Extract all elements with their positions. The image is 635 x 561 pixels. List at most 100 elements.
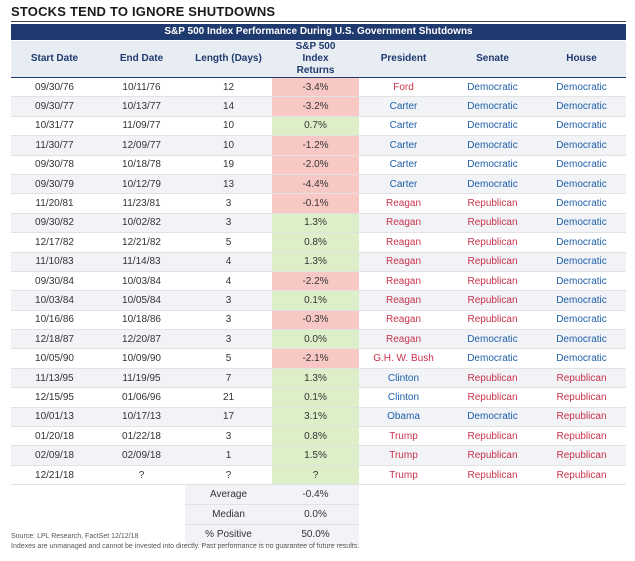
summary-blank: [11, 524, 185, 545]
cell-president: G.H. W. Bush: [359, 348, 448, 369]
table-row: 10/05/90 10/09/90 5 -2.1% G.H. W. Bush Democr…: [11, 348, 626, 369]
cell-length: 3: [185, 193, 272, 214]
cell-senate: Democratic: [448, 348, 537, 369]
cell-house: Republican: [537, 426, 626, 447]
cell-president: Clinton: [359, 387, 448, 408]
cell-president: Reagan: [359, 252, 448, 272]
cell-end-date: 11/19/95: [98, 368, 185, 389]
cell-start-date: 09/30/82: [11, 213, 98, 234]
cell-length: 3: [185, 426, 272, 447]
cell-president: Obama: [359, 407, 448, 428]
cell-senate: Democratic: [448, 135, 537, 156]
cell-end-date: 10/12/79: [98, 174, 185, 195]
cell-end-date: 11/23/81: [98, 193, 185, 214]
cell-end-date: 10/03/84: [98, 271, 185, 292]
cell-start-date: 11/13/95: [11, 368, 98, 389]
cell-start-date: 01/20/18: [11, 426, 98, 447]
summary-value: 0.0%: [272, 504, 359, 526]
header-returns-label: S&P 500 Index Returns: [295, 41, 336, 76]
shutdown-table: Start Date End Date Length (Days) S&P 50…: [11, 41, 626, 546]
summary-value: -0.4%: [272, 484, 359, 506]
summary-row: Median 0.0%: [11, 504, 626, 526]
header-start-date: Start Date: [11, 41, 98, 78]
table-row: 10/16/86 10/18/86 3 -0.3% Reagan Republican De…: [11, 310, 626, 331]
cell-end-date: 10/13/77: [98, 96, 185, 117]
cell-return: -3.2%: [272, 96, 359, 117]
cell-end-date: 10/11/76: [98, 77, 185, 98]
cell-end-date: 01/22/18: [98, 426, 185, 447]
title-rule: [11, 21, 626, 22]
table-row: 11/30/77 12/09/77 10 -1.2% Carter Democratic D…: [11, 135, 626, 156]
summary-row: Average -0.4%: [11, 484, 626, 506]
cell-start-date: 09/30/79: [11, 174, 98, 195]
table-row: 02/09/18 02/09/18 1 1.5% Trump Republican Repu…: [11, 445, 626, 466]
cell-end-date: 10/17/13: [98, 407, 185, 428]
cell-president: Reagan: [359, 232, 448, 253]
cell-president: Trump: [359, 445, 448, 466]
cell-return: 0.0%: [272, 329, 359, 350]
table-row: 01/20/18 01/22/18 3 0.8% Trump Republican Repu…: [11, 426, 626, 447]
cell-start-date: 09/30/78: [11, 155, 98, 175]
summary-blank: [359, 484, 626, 505]
cell-house: Republican: [537, 368, 626, 389]
cell-start-date: 12/18/87: [11, 329, 98, 350]
cell-house: Democratic: [537, 155, 626, 175]
cell-length: 3: [185, 213, 272, 234]
cell-senate: Democratic: [448, 96, 537, 117]
cell-return: 1.5%: [272, 445, 359, 466]
table-row: 09/30/84 10/03/84 4 -2.2% Reagan Republican De…: [11, 271, 626, 292]
cell-length: ?: [185, 465, 272, 486]
table-row: 12/18/87 12/20/87 3 0.0% Reagan Democratic Dem…: [11, 329, 626, 350]
cell-senate: Republican: [448, 193, 537, 214]
cell-house: Democratic: [537, 348, 626, 369]
table-header-row: Start Date End Date Length (Days) S&P 50…: [11, 41, 626, 78]
cell-house: Republican: [537, 465, 626, 486]
cell-length: 13: [185, 174, 272, 195]
cell-house: Democratic: [537, 271, 626, 292]
cell-president: Carter: [359, 116, 448, 137]
table-row: 12/15/95 01/06/96 21 0.1% Clinton Republican R…: [11, 387, 626, 408]
cell-senate: Republican: [448, 271, 537, 292]
header-length: Length (Days): [185, 41, 272, 78]
cell-return: -3.4%: [272, 77, 359, 98]
cell-senate: Republican: [448, 252, 537, 272]
cell-senate: Republican: [448, 445, 537, 466]
cell-length: 12: [185, 77, 272, 98]
cell-end-date: 10/05/84: [98, 290, 185, 311]
cell-president: Reagan: [359, 193, 448, 214]
cell-length: 7: [185, 368, 272, 389]
cell-length: 19: [185, 155, 272, 175]
cell-return: ?: [272, 465, 359, 486]
cell-president: Reagan: [359, 329, 448, 350]
cell-end-date: 12/09/77: [98, 135, 185, 156]
header-returns: S&P 500 Index Returns: [272, 41, 359, 78]
cell-return: -0.1%: [272, 193, 359, 214]
cell-house: Democratic: [537, 96, 626, 117]
cell-return: -2.1%: [272, 348, 359, 369]
cell-start-date: 11/20/81: [11, 193, 98, 214]
table-row: 11/20/81 11/23/81 3 -0.1% Reagan Republican De…: [11, 193, 626, 214]
footer: Source: LPL Research, FactSet 12/12/18 I…: [11, 532, 359, 552]
summary-label: % Positive: [185, 524, 272, 546]
cell-start-date: 09/30/76: [11, 77, 98, 98]
cell-start-date: 11/10/83: [11, 252, 98, 272]
summary-label: Average: [185, 484, 272, 506]
cell-senate: Democratic: [448, 329, 537, 350]
cell-end-date: 11/09/77: [98, 116, 185, 137]
table-row: 09/30/79 10/12/79 13 -4.4% Carter Democratic D…: [11, 174, 626, 195]
footer-disclaimer: Indexes are unmanaged and cannot be inve…: [11, 543, 360, 550]
cell-end-date: ?: [98, 465, 185, 486]
cell-president: Reagan: [359, 290, 448, 311]
table-row: 10/03/84 10/05/84 3 0.1% Reagan Republican Dem…: [11, 290, 626, 311]
summary-blank: [359, 524, 626, 545]
cell-house: Democratic: [537, 252, 626, 272]
footer-source: Source: LPL Research, FactSet 12/12/18: [11, 533, 139, 540]
table-row: 10/01/13 10/17/13 17 3.1% Obama Democratic Rep…: [11, 407, 626, 428]
table-row: 11/13/95 11/19/95 7 1.3% Clinton Republican Re…: [11, 368, 626, 389]
cell-return: 1.3%: [272, 213, 359, 234]
cell-length: 5: [185, 232, 272, 253]
chart-title: STOCKS TEND TO IGNORE SHUTDOWNS: [11, 4, 276, 19]
cell-length: 21: [185, 387, 272, 408]
cell-house: Democratic: [537, 77, 626, 98]
cell-start-date: 10/31/77: [11, 116, 98, 137]
